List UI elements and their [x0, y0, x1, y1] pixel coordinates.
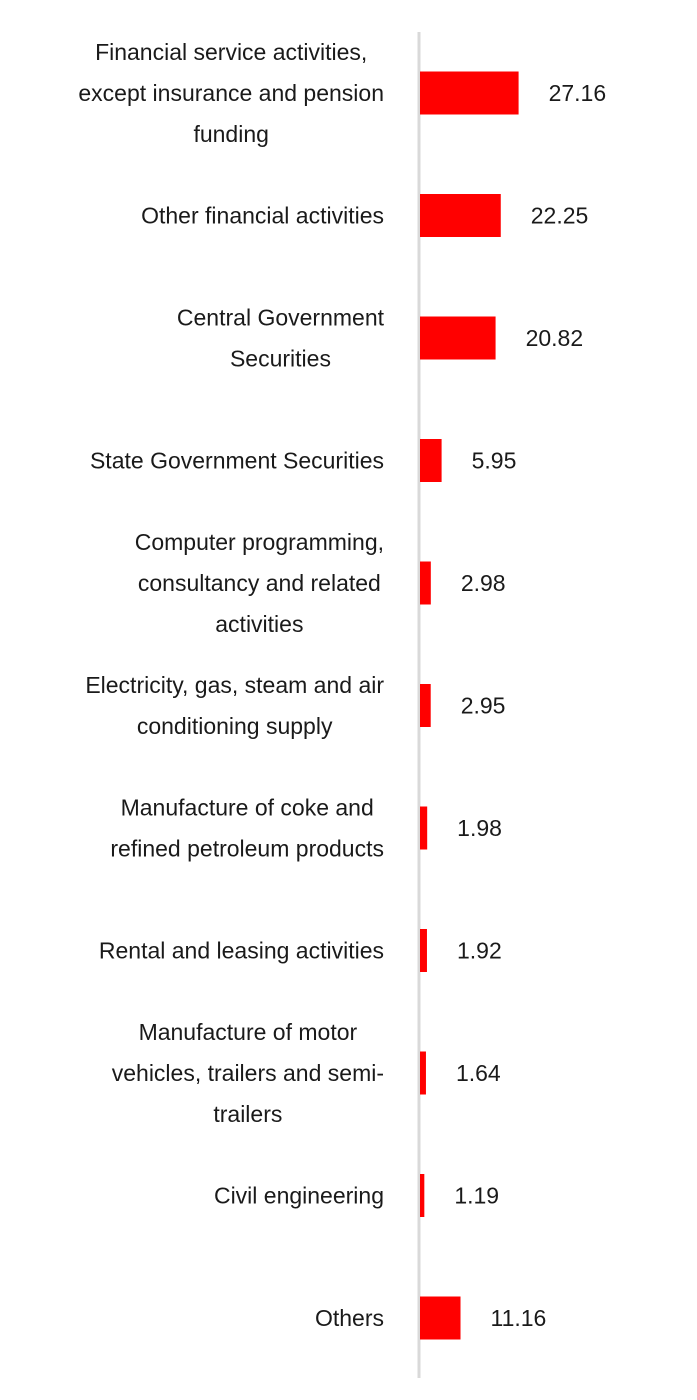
category-label-line: consultancy and related	[138, 570, 381, 596]
bar	[420, 684, 431, 727]
category-label: Others	[315, 1305, 384, 1331]
category-labels: Financial service activities, except insu…	[78, 39, 384, 1331]
category-label-line: Central Government	[177, 305, 385, 331]
bar	[420, 316, 496, 360]
data-label: 22.25	[531, 203, 589, 229]
category-label: Civil engineering	[214, 1183, 384, 1209]
category-label-line: Electricity, gas, steam and air	[85, 672, 384, 698]
category-label-line: Manufacture of coke and	[121, 795, 374, 821]
category-label: State Government Securities	[90, 448, 384, 474]
category-label-line: Manufacture of motor	[139, 1019, 358, 1045]
data-label: 1.98	[457, 815, 502, 841]
category-label-line: Others	[315, 1305, 384, 1331]
bar	[420, 1174, 425, 1217]
category-label-line: trailers	[213, 1101, 282, 1127]
category-label-line: Securities	[230, 346, 331, 372]
category-label: Rental and leasing activities	[99, 938, 384, 964]
category-label-line: Financial service activities,	[95, 39, 367, 65]
category-label: Electricity, gas, steam and air condition…	[85, 672, 384, 739]
category-label: Computer programming, consultancy and rel…	[135, 529, 384, 637]
bar	[420, 439, 442, 482]
data-label: 20.82	[526, 325, 584, 351]
data-label: 11.16	[491, 1305, 547, 1331]
category-label-line: vehicles, trailers and semi-	[112, 1060, 384, 1086]
bar	[420, 1296, 461, 1340]
data-label: 2.98	[461, 570, 506, 596]
category-label: Other financial activities	[141, 203, 384, 229]
data-label: 1.92	[457, 938, 502, 964]
category-label-line: Civil engineering	[214, 1183, 384, 1209]
category-label: Central Government Securities	[177, 305, 385, 372]
category-label: Manufacture of motor vehicles, trailers a…	[112, 1019, 384, 1127]
bar	[420, 806, 428, 850]
bar	[420, 194, 501, 237]
category-label: Financial service activities, except insu…	[78, 39, 384, 147]
category-label-line: Other financial activities	[141, 203, 384, 229]
category-label-line: Computer programming,	[135, 529, 384, 555]
value-labels: 27.16 22.25 20.82 5.95 2.98 2.95 1.98 1.92 1.64 1…	[454, 80, 606, 1331]
category-label-line: refined petroleum products	[110, 836, 384, 862]
bar	[420, 1051, 426, 1095]
bars	[420, 71, 519, 1340]
category-label-line: except insurance and pension	[78, 80, 384, 106]
bar	[420, 561, 431, 605]
category-label: Manufacture of coke and refined petroleum…	[110, 795, 384, 862]
data-label: 1.64	[456, 1060, 501, 1086]
category-label-line: funding	[193, 121, 268, 147]
data-label: 2.95	[461, 693, 506, 719]
data-label: 27.16	[549, 80, 607, 106]
data-label: 1.19	[454, 1183, 499, 1209]
bar	[420, 929, 427, 972]
bar	[420, 71, 519, 115]
category-label-line: activities	[215, 611, 303, 637]
data-label: 5.95	[472, 448, 517, 474]
category-label-line: State Government Securities	[90, 448, 384, 474]
category-label-line: Rental and leasing activities	[99, 938, 384, 964]
category-label-line: conditioning supply	[137, 713, 333, 739]
